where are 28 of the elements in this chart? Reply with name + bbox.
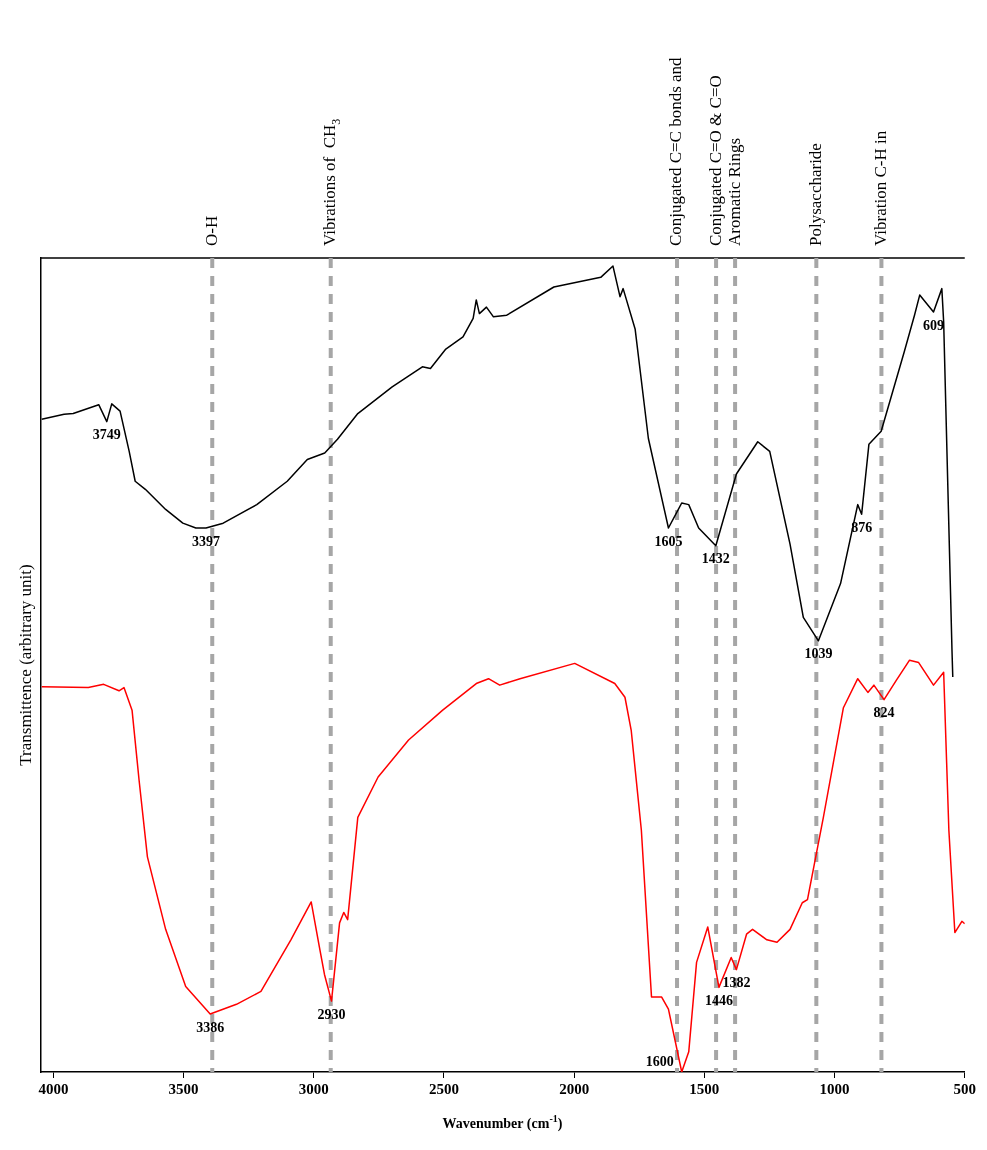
ref-line-label: Polysaccharide bbox=[805, 143, 825, 246]
annotation: 3386 bbox=[196, 1019, 225, 1035]
x-tick-label: 4000 bbox=[38, 1080, 69, 1097]
annotation: 3749 bbox=[92, 427, 121, 443]
x-tick-label: 3500 bbox=[168, 1080, 199, 1097]
ref-line-label: O-H bbox=[201, 215, 221, 246]
annotation: 2930 bbox=[317, 1006, 346, 1022]
ref-line-label: Conjugated C=C bonds and bbox=[666, 56, 686, 246]
ref-line-label: Conjugated C=O & C=O bbox=[705, 75, 725, 246]
y-axis-title: Transmittence (arbitrary unit) bbox=[15, 564, 35, 766]
x-tick-label: 3000 bbox=[298, 1080, 329, 1097]
annotation: 1432 bbox=[701, 551, 730, 567]
annotation: 1605 bbox=[654, 533, 683, 549]
annotation: 1446 bbox=[704, 992, 733, 1008]
ref-line-label: Vibration C-H in bbox=[870, 130, 890, 246]
annotation: 1600 bbox=[645, 1053, 674, 1069]
x-tick-label: 1500 bbox=[689, 1080, 720, 1097]
annotation: 1382 bbox=[722, 975, 751, 991]
x-tick-label: 2500 bbox=[428, 1080, 459, 1097]
x-tick-label: 1000 bbox=[819, 1080, 850, 1097]
x-tick-label: 2000 bbox=[559, 1080, 590, 1097]
annotation: 609 bbox=[923, 317, 944, 333]
ref-line-label: Aromatic Rings bbox=[724, 137, 744, 246]
annotation: 1039 bbox=[804, 646, 833, 662]
annotation: 3397 bbox=[192, 533, 220, 549]
ref-line-label: Vibrations of CH3 bbox=[320, 118, 343, 246]
x-tick-label: 500 bbox=[953, 1080, 976, 1097]
annotation: 824 bbox=[873, 705, 895, 721]
